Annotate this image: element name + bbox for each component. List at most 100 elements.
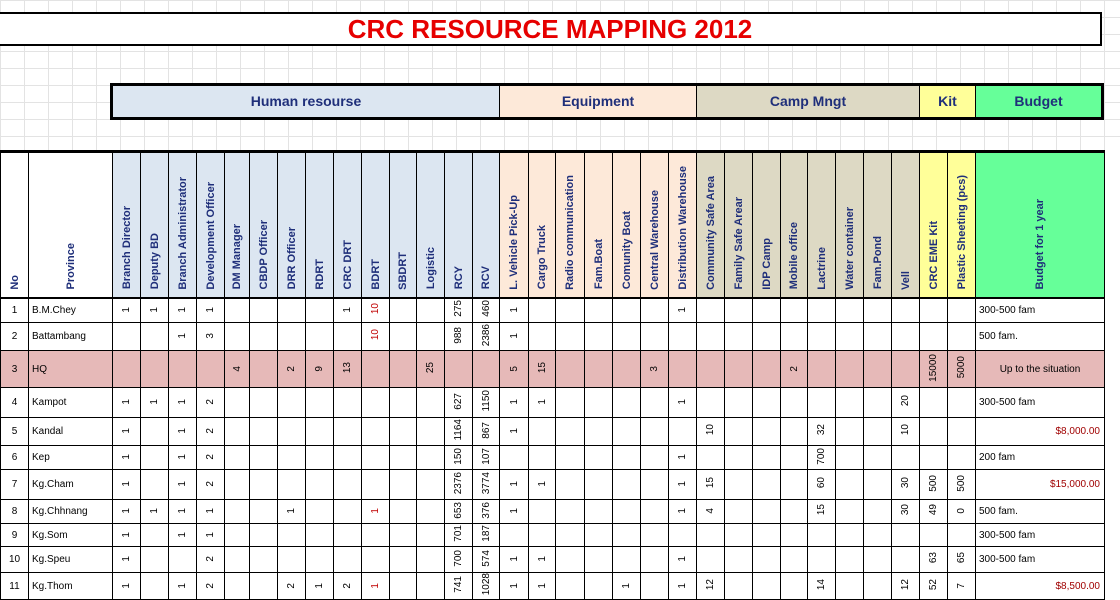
budget-cell[interactable]: 500 fam. [975, 322, 1105, 351]
value-cell[interactable]: 1 [499, 322, 529, 351]
value-cell[interactable]: 1 [668, 445, 697, 470]
value-cell[interactable] [863, 297, 892, 323]
value-cell[interactable]: 1 [168, 469, 197, 500]
row-number[interactable]: 1 [0, 297, 29, 323]
value-cell[interactable] [584, 387, 613, 418]
value-cell[interactable] [919, 297, 948, 323]
budget-cell[interactable]: $15,000.00 [975, 469, 1105, 500]
value-cell[interactable]: 701 [444, 523, 473, 547]
value-cell[interactable] [780, 322, 808, 351]
value-cell[interactable] [863, 469, 892, 500]
value-cell[interactable]: 5000 [947, 350, 976, 388]
value-cell[interactable] [780, 469, 808, 500]
value-cell[interactable] [140, 546, 169, 573]
value-cell[interactable] [640, 387, 669, 418]
value-cell[interactable] [584, 469, 613, 500]
value-cell[interactable] [389, 572, 417, 600]
value-cell[interactable] [584, 322, 613, 351]
value-cell[interactable]: 1 [333, 297, 362, 323]
value-cell[interactable]: 1 [668, 469, 697, 500]
value-cell[interactable]: 460 [472, 297, 500, 323]
row-number[interactable]: 11 [0, 572, 29, 600]
value-cell[interactable] [891, 350, 920, 388]
value-cell[interactable]: 653 [444, 499, 473, 524]
value-cell[interactable] [528, 297, 556, 323]
province-cell[interactable]: B.M.Chey [28, 297, 113, 323]
value-cell[interactable] [724, 546, 753, 573]
value-cell[interactable] [416, 469, 445, 500]
value-cell[interactable] [947, 417, 976, 446]
value-cell[interactable] [224, 572, 250, 600]
value-cell[interactable] [640, 322, 669, 351]
value-cell[interactable] [584, 499, 613, 524]
value-cell[interactable] [724, 445, 753, 470]
row-number[interactable]: 3 [0, 350, 29, 388]
value-cell[interactable] [612, 297, 641, 323]
value-cell[interactable] [612, 499, 641, 524]
value-cell[interactable] [249, 523, 278, 547]
budget-cell[interactable]: 500 fam. [975, 499, 1105, 524]
value-cell[interactable]: 13 [333, 350, 362, 388]
value-cell[interactable]: 3774 [472, 469, 500, 500]
value-cell[interactable] [249, 499, 278, 524]
value-cell[interactable] [416, 523, 445, 547]
budget-cell[interactable]: 300-500 fam [975, 387, 1105, 418]
value-cell[interactable] [416, 572, 445, 600]
value-cell[interactable] [528, 445, 556, 470]
value-cell[interactable] [528, 417, 556, 446]
value-cell[interactable] [668, 322, 697, 351]
province-cell[interactable]: Kg.Speu [28, 546, 113, 573]
value-cell[interactable] [835, 523, 864, 547]
value-cell[interactable]: 2 [333, 572, 362, 600]
value-cell[interactable]: 700 [807, 445, 836, 470]
value-cell[interactable]: 1 [668, 387, 697, 418]
province-cell[interactable]: HQ [28, 350, 113, 388]
value-cell[interactable]: 12 [696, 572, 725, 600]
value-cell[interactable] [277, 322, 306, 351]
value-cell[interactable]: 60 [807, 469, 836, 500]
province-cell[interactable]: Kg.Thom [28, 572, 113, 600]
value-cell[interactable]: 1 [528, 387, 556, 418]
budget-cell[interactable]: 300-500 fam [975, 523, 1105, 547]
value-cell[interactable] [780, 417, 808, 446]
value-cell[interactable] [612, 322, 641, 351]
value-cell[interactable] [835, 350, 864, 388]
value-cell[interactable]: 867 [472, 417, 500, 446]
value-cell[interactable] [555, 387, 585, 418]
value-cell[interactable] [555, 572, 585, 600]
value-cell[interactable] [752, 297, 781, 323]
value-cell[interactable]: 1 [528, 572, 556, 600]
value-cell[interactable] [724, 322, 753, 351]
value-cell[interactable] [612, 546, 641, 573]
value-cell[interactable] [640, 499, 669, 524]
value-cell[interactable] [333, 322, 362, 351]
value-cell[interactable]: 1 [168, 445, 197, 470]
value-cell[interactable]: 1 [528, 469, 556, 500]
value-cell[interactable] [389, 350, 417, 388]
value-cell[interactable] [891, 297, 920, 323]
value-cell[interactable]: 7 [947, 572, 976, 600]
budget-cell[interactable]: 300-500 fam [975, 546, 1105, 573]
value-cell[interactable] [555, 499, 585, 524]
row-number[interactable]: 6 [0, 445, 29, 470]
value-cell[interactable]: 1 [168, 322, 197, 351]
value-cell[interactable] [389, 499, 417, 524]
value-cell[interactable] [555, 469, 585, 500]
value-cell[interactable] [780, 297, 808, 323]
value-cell[interactable]: 9 [305, 350, 334, 388]
value-cell[interactable]: 1 [668, 297, 697, 323]
value-cell[interactable] [444, 350, 473, 388]
value-cell[interactable] [696, 445, 725, 470]
value-cell[interactable]: 2 [196, 445, 225, 470]
value-cell[interactable] [919, 417, 948, 446]
value-cell[interactable] [919, 445, 948, 470]
value-cell[interactable] [416, 445, 445, 470]
value-cell[interactable]: 150 [444, 445, 473, 470]
value-cell[interactable]: 2 [196, 546, 225, 573]
value-cell[interactable]: 1 [499, 297, 529, 323]
value-cell[interactable]: 3 [196, 322, 225, 351]
value-cell[interactable]: 1 [499, 469, 529, 500]
value-cell[interactable]: 65 [947, 546, 976, 573]
value-cell[interactable] [389, 417, 417, 446]
value-cell[interactable] [612, 387, 641, 418]
